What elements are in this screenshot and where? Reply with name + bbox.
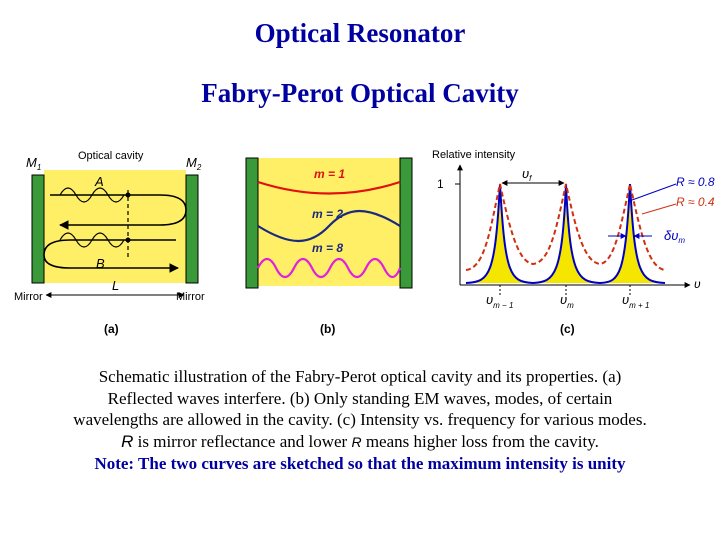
curve-high-r-fill [466, 184, 665, 283]
nu-m-plus-label: υm + 1 [622, 292, 649, 310]
ray-path-lower [43, 239, 179, 273]
point-a-label: A [94, 174, 104, 189]
page-subtitle: Fabry-Perot Optical Cavity [201, 78, 519, 108]
left-mirror-b [245, 157, 259, 289]
y-axis-label: Relative intensity [432, 149, 516, 161]
cavity-region-b [258, 158, 400, 286]
reflectance-symbol: R [121, 431, 134, 451]
y-tick-label: 1 [437, 177, 444, 191]
mode-2-label: m = 2 [312, 207, 343, 221]
left-mirror [31, 174, 45, 284]
mode-2-wave [257, 209, 401, 243]
r-low-pointer [641, 203, 677, 215]
length-label: L [112, 278, 119, 293]
caption-note: Note: The two curves are sketched so tha… [94, 454, 626, 473]
mode-8-wave [257, 257, 402, 279]
point-b-dot [125, 237, 131, 243]
figure-caption: Schematic illustration of the Fabry-Pero… [0, 366, 720, 475]
linewidth-label: δυm [664, 228, 685, 245]
panel-a-label: (a) [104, 322, 119, 336]
m1-label: M1 [26, 155, 41, 172]
ray-path [50, 194, 187, 230]
page-title: Optical Resonator [254, 18, 466, 48]
curve-low-r [465, 183, 666, 271]
m2-label: M2 [186, 155, 202, 172]
cavity-region [44, 170, 186, 283]
caption-line-4: R is mirror reflectance and lower R mean… [121, 431, 599, 451]
r-high-label: R ≈ 0.8 [676, 175, 715, 189]
point-a-dot [125, 192, 131, 198]
mode-1-label: m = 1 [314, 167, 345, 181]
mode-8-label: m = 8 [312, 241, 343, 255]
optical-cavity-label: Optical cavity [78, 150, 144, 162]
wave-a [59, 187, 125, 203]
mode-1-wave [257, 180, 401, 195]
panel-b-label: (b) [320, 322, 335, 336]
panel-b: m = 1 m = 2 m = 8 (b) [245, 157, 413, 336]
mirror-right-label: Mirror [176, 291, 205, 303]
point-b-label: B [96, 256, 105, 271]
caption-line-3: wavelengths are allowed in the cavity. (… [73, 410, 647, 429]
panel-a: A B M1 M2 Optical cavity L Mirror Mirror… [14, 150, 205, 336]
x-axis-label: υ [694, 277, 701, 291]
caption-line-2: Reflected waves interfere. (b) Only stan… [107, 388, 613, 408]
nu-m-minus-label: υm − 1 [486, 292, 513, 310]
right-mirror-b [399, 157, 413, 289]
wave-b [59, 232, 125, 248]
r-high-pointer [631, 183, 677, 201]
panel-c-label: (c) [560, 322, 575, 336]
fabry-perot-figure: A B M1 M2 Optical cavity L Mirror Mirror… [14, 149, 715, 336]
caption-line-1: Schematic illustration of the Fabry-Pero… [98, 367, 622, 386]
reflectance-symbol-2: R [351, 433, 362, 450]
free-spectral-range-label: υf [522, 166, 532, 183]
right-mirror [185, 174, 199, 284]
panel-c: Relative intensity 1 υ υf R ≈ 0.8 R ≈ 0.… [432, 149, 715, 336]
mirror-left-label: Mirror [14, 291, 43, 303]
r-low-label: R ≈ 0.4 [676, 195, 715, 209]
nu-m-label: υm [560, 292, 574, 310]
